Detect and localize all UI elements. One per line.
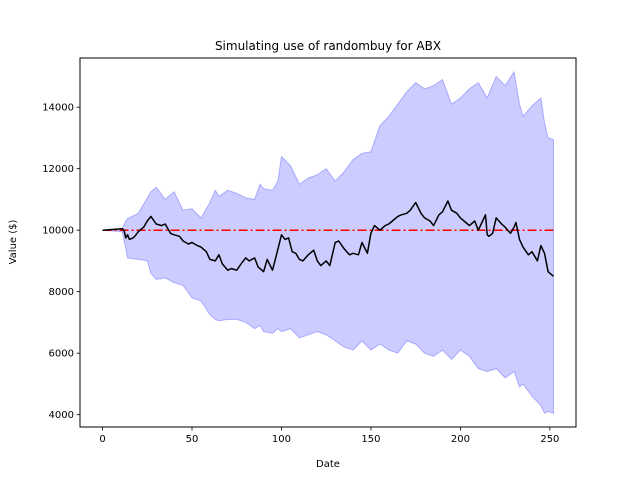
- y-tick-label: 10000: [42, 226, 74, 237]
- y-tick-label: 12000: [42, 164, 74, 175]
- x-tick-label: 50: [186, 434, 199, 445]
- series-layer: [102, 200, 554, 277]
- x-tick-label: 150: [361, 434, 380, 445]
- x-tick-label: 0: [99, 434, 105, 445]
- value-band: [102, 70, 554, 414]
- x-tick-label: 100: [272, 434, 291, 445]
- y-axis: 4000 6000 8000 10000 12000 14000: [42, 103, 80, 421]
- y-tick-label: 8000: [49, 287, 74, 298]
- x-axis-label: Date: [316, 459, 340, 470]
- band-layer: [102, 70, 554, 414]
- x-tick-label: 200: [451, 434, 470, 445]
- y-axis-label: Value ($): [8, 220, 19, 265]
- y-tick-label: 14000: [42, 103, 74, 114]
- x-tick-label: 250: [540, 434, 559, 445]
- y-tick-label: 4000: [49, 410, 74, 421]
- y-tick-label: 6000: [49, 349, 74, 360]
- x-axis: 0 50 100 150 200 250: [99, 427, 559, 445]
- plot-frame: [79, 57, 577, 428]
- series-line-0: [102, 200, 554, 277]
- chart-title: Simulating use of randombuy for ABX: [215, 39, 441, 53]
